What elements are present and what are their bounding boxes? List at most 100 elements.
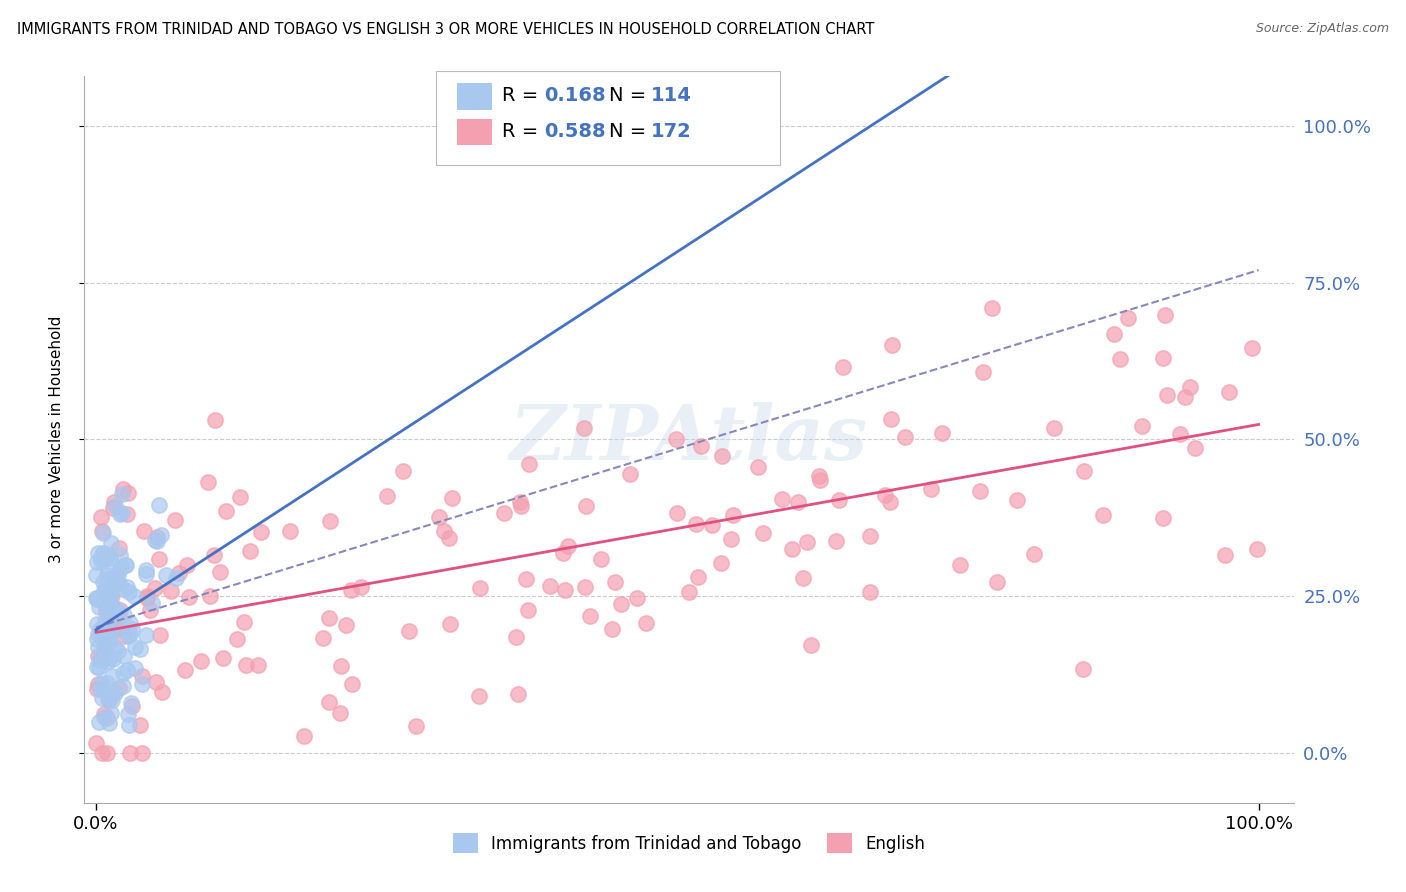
Point: [1156, 388, 1178, 402]
Point: [557, 540, 579, 554]
Point: [468, 689, 491, 703]
Point: [98, 693, 121, 707]
Point: [89, 623, 111, 637]
Point: [97, 715, 120, 730]
Point: [825, 534, 848, 549]
Point: [93, 552, 115, 566]
Point: [1073, 464, 1095, 478]
Point: [318, 695, 340, 709]
Point: [115, 558, 138, 572]
Point: [100, 692, 122, 706]
Point: [132, 524, 155, 538]
Point: [619, 467, 641, 481]
Point: [112, 649, 135, 664]
Point: [108, 681, 131, 695]
Point: [176, 558, 198, 573]
Point: [86, 632, 108, 646]
Point: [828, 492, 851, 507]
Point: [98, 631, 121, 645]
Point: [100, 596, 122, 610]
Point: [94, 635, 117, 649]
Point: [215, 504, 238, 518]
Point: [575, 500, 598, 514]
Point: [519, 457, 541, 471]
Point: [873, 488, 896, 502]
Point: [505, 630, 527, 644]
Point: [96, 560, 118, 574]
Point: [135, 566, 157, 581]
Point: [97, 654, 120, 668]
Point: [204, 413, 226, 427]
Point: [131, 746, 153, 760]
Point: [1130, 419, 1153, 434]
Point: [468, 581, 491, 595]
Point: [574, 421, 596, 435]
Point: [84, 736, 107, 750]
Point: [209, 566, 232, 580]
Point: [165, 571, 187, 585]
Point: [437, 531, 460, 545]
Point: [104, 685, 127, 699]
Point: [782, 542, 804, 557]
Point: [665, 506, 688, 520]
Point: [1173, 390, 1195, 404]
Point: [118, 717, 141, 731]
Point: [98, 625, 121, 640]
Point: [807, 469, 830, 483]
Point: [702, 518, 724, 533]
Point: [226, 632, 249, 646]
Point: [91, 746, 114, 760]
Point: [86, 627, 108, 641]
Point: [90, 691, 112, 706]
Point: [375, 489, 398, 503]
Point: [589, 552, 612, 566]
Point: [931, 426, 953, 441]
Point: [972, 365, 994, 379]
Point: [93, 652, 115, 666]
Point: [131, 677, 153, 691]
Point: [97, 635, 120, 649]
Point: [603, 574, 626, 589]
Point: [86, 640, 108, 654]
Point: [108, 576, 131, 591]
Point: [554, 582, 576, 597]
Text: IMMIGRANTS FROM TRINIDAD AND TOBAGO VS ENGLISH 3 OR MORE VEHICLES IN HOUSEHOLD C: IMMIGRANTS FROM TRINIDAD AND TOBAGO VS E…: [17, 22, 875, 37]
Point: [100, 706, 122, 720]
Point: [107, 644, 129, 658]
Point: [98, 589, 121, 603]
Point: [508, 687, 530, 701]
Point: [101, 669, 124, 683]
Point: [90, 510, 112, 524]
Point: [86, 681, 108, 696]
Point: [86, 649, 108, 664]
Text: 114: 114: [651, 86, 692, 105]
Point: [86, 591, 108, 605]
Point: [141, 596, 163, 610]
Point: [89, 714, 111, 729]
Point: [96, 711, 118, 725]
Point: [398, 624, 420, 639]
Point: [122, 589, 145, 603]
Point: [135, 628, 157, 642]
Point: [1043, 421, 1066, 435]
Point: [509, 499, 531, 513]
Point: [98, 615, 121, 629]
Point: [129, 718, 152, 732]
Point: [87, 677, 110, 691]
Point: [160, 583, 183, 598]
Point: [97, 692, 120, 706]
Y-axis label: 3 or more Vehicles in Household: 3 or more Vehicles in Household: [49, 316, 63, 563]
Point: [880, 411, 903, 425]
Point: [678, 585, 700, 599]
Point: [190, 654, 212, 668]
Point: [97, 632, 120, 647]
Point: [235, 658, 257, 673]
Point: [610, 597, 633, 611]
Point: [1108, 352, 1130, 367]
Point: [86, 555, 108, 569]
Point: [89, 681, 111, 696]
Point: [117, 706, 139, 721]
Point: [120, 697, 142, 711]
Point: [93, 583, 115, 598]
Point: [155, 568, 177, 582]
